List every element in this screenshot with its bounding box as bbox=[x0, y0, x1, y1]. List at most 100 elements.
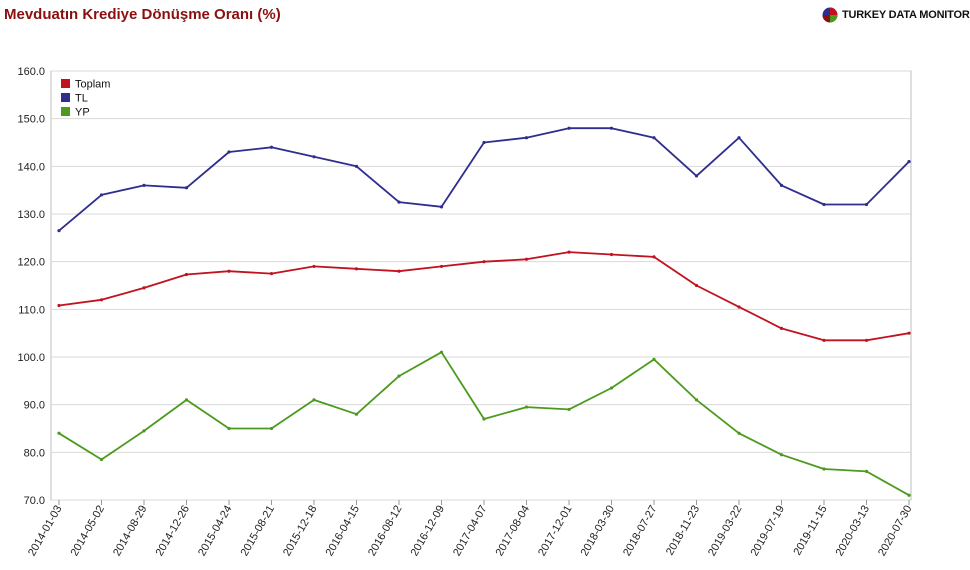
plot-area bbox=[50, 70, 912, 501]
y-tick-label: 140.0 bbox=[17, 161, 45, 173]
legend-label-yp: YP bbox=[75, 107, 90, 119]
data-point-tl bbox=[57, 229, 61, 233]
data-point-yp bbox=[864, 469, 869, 473]
brand-name: TURKEY DATA MONITOR bbox=[842, 9, 970, 21]
data-point-yp bbox=[694, 398, 699, 402]
y-tick-label: 70.0 bbox=[24, 495, 45, 507]
x-tick-label: 2020-07-30 bbox=[876, 504, 915, 559]
data-point-toplam bbox=[184, 272, 189, 277]
x-tick-label: 2015-04-24 bbox=[196, 504, 235, 559]
x-tick-label: 2016-08-12 bbox=[366, 504, 405, 559]
chart-title: Mevduatın Krediye Dönüşme Oranı (%) bbox=[4, 6, 281, 23]
data-point-toplam bbox=[354, 267, 359, 271]
data-point-toplam bbox=[397, 269, 401, 273]
y-tick-label: 110.0 bbox=[18, 304, 45, 316]
x-tick-label: 2016-04-15 bbox=[324, 504, 363, 559]
x-tick-label: 2014-01-03 bbox=[26, 504, 65, 559]
x-tick-label: 2018-03-30 bbox=[579, 504, 618, 559]
x-tick-label: 2017-12-01 bbox=[536, 504, 575, 559]
y-tick-label: 160.0 bbox=[17, 66, 45, 78]
data-point-yp bbox=[907, 493, 911, 497]
data-point-toplam bbox=[737, 305, 741, 309]
data-point-yp bbox=[227, 426, 231, 431]
data-point-yp bbox=[482, 417, 486, 421]
y-tick-label: 130.0 bbox=[17, 209, 45, 221]
data-point-tl bbox=[907, 159, 911, 164]
data-point-yp bbox=[354, 412, 359, 416]
data-point-toplam bbox=[694, 283, 699, 288]
legend-label-tl: TL bbox=[75, 93, 88, 105]
x-tick-label: 2018-07-27 bbox=[621, 504, 660, 559]
data-point-tl bbox=[312, 155, 316, 159]
data-point-yp bbox=[269, 426, 274, 431]
x-tick-label: 2019-03-22 bbox=[706, 504, 745, 559]
data-point-yp bbox=[609, 386, 614, 390]
data-point-tl bbox=[354, 164, 359, 168]
data-point-toplam bbox=[269, 271, 274, 276]
data-point-toplam bbox=[439, 264, 444, 269]
data-point-toplam bbox=[142, 286, 146, 290]
data-point-tl bbox=[227, 150, 231, 154]
x-tick-label: 2014-05-02 bbox=[69, 504, 108, 559]
data-point-toplam bbox=[822, 338, 826, 342]
data-point-toplam bbox=[609, 252, 614, 257]
data-point-tl bbox=[524, 136, 529, 140]
x-tick-label: 2017-08-04 bbox=[494, 504, 533, 559]
data-point-toplam bbox=[312, 264, 316, 269]
data-point-tl bbox=[567, 126, 571, 130]
data-point-yp bbox=[57, 431, 61, 435]
data-point-toplam bbox=[99, 298, 104, 302]
legend-swatch-yp bbox=[61, 107, 70, 116]
data-point-toplam bbox=[482, 260, 486, 264]
data-point-yp bbox=[779, 453, 784, 457]
data-point-toplam bbox=[779, 326, 784, 330]
data-point-tl bbox=[694, 174, 699, 178]
data-point-yp bbox=[652, 357, 656, 361]
x-tick-label: 2014-12-26 bbox=[154, 504, 193, 559]
data-point-toplam bbox=[227, 269, 231, 273]
data-point-yp bbox=[312, 398, 316, 402]
data-point-tl bbox=[737, 136, 741, 140]
data-point-yp bbox=[737, 431, 741, 435]
legend-swatch-tl bbox=[61, 93, 70, 102]
brand-logo[interactable]: TURKEY DATA MONITOR bbox=[822, 6, 970, 24]
data-point-tl bbox=[482, 140, 486, 145]
y-tick-label: 80.0 bbox=[24, 447, 45, 459]
data-point-tl bbox=[269, 145, 274, 149]
data-point-tl bbox=[184, 186, 189, 190]
x-tick-label: 2020-03-13 bbox=[834, 504, 873, 559]
data-point-yp bbox=[397, 374, 401, 378]
data-point-tl bbox=[397, 200, 401, 204]
data-point-tl bbox=[99, 193, 104, 197]
data-point-tl bbox=[822, 202, 826, 207]
data-point-toplam bbox=[652, 255, 656, 259]
data-point-tl bbox=[609, 126, 614, 130]
data-point-toplam bbox=[907, 331, 911, 335]
globe-icon bbox=[822, 7, 838, 23]
y-tick-label: 100.0 bbox=[17, 352, 45, 364]
data-point-tl bbox=[652, 136, 656, 140]
data-point-yp bbox=[99, 457, 104, 462]
data-point-tl bbox=[779, 183, 784, 187]
x-tick-label: 2014-08-29 bbox=[111, 504, 150, 559]
data-point-yp bbox=[439, 350, 444, 354]
data-point-yp bbox=[184, 398, 189, 402]
data-point-yp bbox=[524, 405, 529, 409]
data-point-toplam bbox=[524, 257, 529, 261]
data-point-toplam bbox=[864, 338, 869, 342]
x-tick-label: 2016-12-09 bbox=[409, 504, 448, 559]
data-point-tl bbox=[142, 183, 146, 187]
x-tick-label: 2019-07-19 bbox=[749, 504, 788, 559]
data-point-yp bbox=[822, 467, 826, 471]
x-tick-label: 2015-08-21 bbox=[239, 504, 278, 559]
x-tick-label: 2018-11-23 bbox=[664, 504, 702, 558]
data-point-tl bbox=[864, 202, 869, 207]
legend-label-toplam: Toplam bbox=[75, 79, 110, 91]
y-tick-label: 150.0 bbox=[17, 114, 45, 126]
x-tick-label: 2015-12-18 bbox=[281, 504, 320, 559]
y-tick-label: 120.0 bbox=[17, 257, 45, 269]
data-point-toplam bbox=[57, 303, 61, 308]
y-tick-label: 90.0 bbox=[24, 400, 45, 412]
data-point-yp bbox=[567, 407, 571, 412]
